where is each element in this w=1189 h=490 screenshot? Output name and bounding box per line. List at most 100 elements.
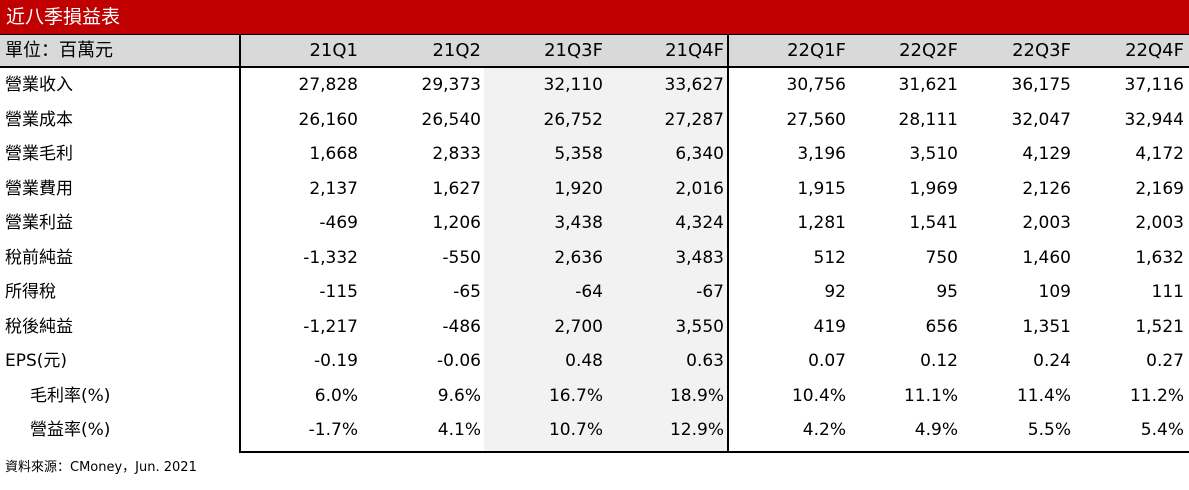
row-label: 營業收入 (5, 75, 73, 95)
table-cell: 11.2% (1129, 385, 1184, 406)
row-label: 稅前純益 (5, 247, 73, 268)
table-cell: 31,621 (898, 75, 958, 95)
table-cell: -64 (575, 282, 603, 302)
table-cell: 32,944 (1124, 109, 1184, 130)
table-cell: 1,920 (554, 178, 603, 199)
table-cell: 5.5% (1027, 420, 1071, 440)
column-header: 21Q3F (544, 40, 603, 61)
table-cell: 1,281 (797, 213, 846, 233)
row-label: 營益率(%) (30, 420, 111, 440)
table-cell: -469 (319, 213, 358, 233)
table-cell: -115 (319, 282, 358, 302)
table-cell: 4.2% (802, 420, 846, 440)
table-cell: 2,636 (554, 247, 603, 268)
table-cell: 0.07 (808, 351, 846, 371)
table-cell: 3,438 (554, 213, 603, 233)
forecast-shade-2021 (484, 68, 728, 453)
table-cell: -0.19 (314, 351, 358, 371)
table-cell: 28,111 (898, 109, 958, 130)
table-cell: 27,287 (664, 109, 724, 130)
source-note: 資料來源：CMoney，Jun. 2021 (5, 460, 197, 475)
table-cell: 512 (813, 247, 846, 268)
table-cell: 2,003 (1135, 213, 1184, 233)
table-cell: 26,752 (543, 109, 603, 130)
row-label: EPS(元) (5, 351, 68, 371)
table-cell: 750 (925, 247, 958, 268)
column-divider-label (239, 34, 241, 453)
table-cell: 29,373 (421, 75, 481, 95)
row-label: 營業成本 (5, 109, 73, 130)
column-header: 22Q3F (1012, 40, 1071, 61)
table-cell: 0.63 (686, 351, 724, 371)
table-cell: 1,206 (432, 213, 481, 233)
table-title: 近八季損益表 (0, 0, 1189, 34)
table-cell: -486 (442, 316, 481, 337)
column-header: 22Q2F (899, 40, 958, 61)
table-cell: 27,560 (786, 109, 846, 130)
table-cell: -65 (453, 282, 481, 302)
table-cell: 4.9% (914, 420, 958, 440)
column-divider-year (727, 34, 729, 453)
table-cell: 12.9% (669, 420, 724, 440)
table-cell: 2,169 (1135, 178, 1184, 199)
table-cell: 10.4% (791, 385, 846, 406)
table-cell: 11.1% (903, 385, 958, 406)
table-cell: -0.06 (437, 351, 481, 371)
table-cell: 3,510 (909, 144, 958, 164)
table-cell: -1.7% (308, 420, 358, 440)
table-cell: 5.4% (1140, 420, 1184, 440)
table-cell: 36,175 (1011, 75, 1071, 95)
income-statement-table: 單位：百萬元 21Q1 21Q2 21Q3F 21Q4F 22Q1F 22Q2F 22Q3F… (0, 34, 1189, 453)
table-cell: 4,324 (675, 213, 724, 233)
column-header: 21Q1 (309, 40, 358, 61)
row-label: 營業費用 (5, 178, 73, 199)
table-cell: 4,172 (1135, 144, 1184, 164)
table-cell: 1,915 (797, 178, 846, 199)
table-cell: 37,116 (1124, 75, 1184, 95)
table-cell: 1,541 (909, 213, 958, 233)
table-cell: 656 (925, 316, 958, 337)
table-cell: 92 (824, 282, 846, 302)
row-label: 稅後純益 (5, 316, 73, 337)
column-header: 21Q4F (665, 40, 724, 61)
row-label: 營業利益 (5, 213, 73, 233)
table-cell: 10.7% (548, 420, 603, 440)
table-cell: 2,700 (554, 316, 603, 337)
table-cell: 1,521 (1135, 316, 1184, 337)
table-cell: 26,540 (421, 109, 481, 130)
table-cell: 6,340 (675, 144, 724, 164)
table-cell: 30,756 (786, 75, 846, 95)
table-cell: 4,129 (1022, 144, 1071, 164)
table-cell: 0.48 (565, 351, 603, 371)
table-cell: 5,358 (554, 144, 603, 164)
table-cell: 1,460 (1022, 247, 1071, 268)
table-cell: -1,217 (303, 316, 358, 337)
table-cell: 18.9% (669, 385, 724, 406)
table-cell: 2,833 (432, 144, 481, 164)
table-cell: 33,627 (664, 75, 724, 95)
table-header-row: 單位：百萬元 21Q1 21Q2 21Q3F 21Q4F 22Q1F 22Q2F 22Q3F… (0, 34, 1189, 68)
table-cell: 32,110 (543, 75, 603, 95)
table-cell: -1,332 (303, 247, 358, 268)
table-cell: 2,137 (309, 178, 358, 199)
table-cell: 16.7% (548, 385, 603, 406)
table-cell: 1,627 (432, 178, 481, 199)
table-cell: 6.0% (314, 385, 358, 406)
table-cell: 109 (1038, 282, 1071, 302)
unit-label: 單位：百萬元 (5, 40, 113, 61)
table-cell: 3,550 (675, 316, 724, 337)
table-cell: -550 (442, 247, 481, 268)
table-cell: 111 (1151, 282, 1184, 302)
table-cell: 3,483 (675, 247, 724, 268)
table-cell: 3,196 (797, 144, 846, 164)
table-cell: 2,126 (1022, 178, 1071, 199)
row-label: 毛利率(%) (30, 385, 111, 406)
column-header: 22Q4F (1125, 40, 1184, 61)
table-cell: 26,160 (298, 109, 358, 130)
table-cell: 11.4% (1016, 385, 1071, 406)
table-cell: 32,047 (1011, 109, 1071, 130)
table-cell: 1,632 (1135, 247, 1184, 268)
table-cell: 4.1% (437, 420, 481, 440)
table-cell: 0.24 (1033, 351, 1071, 371)
table-cell: 27,828 (298, 75, 358, 95)
